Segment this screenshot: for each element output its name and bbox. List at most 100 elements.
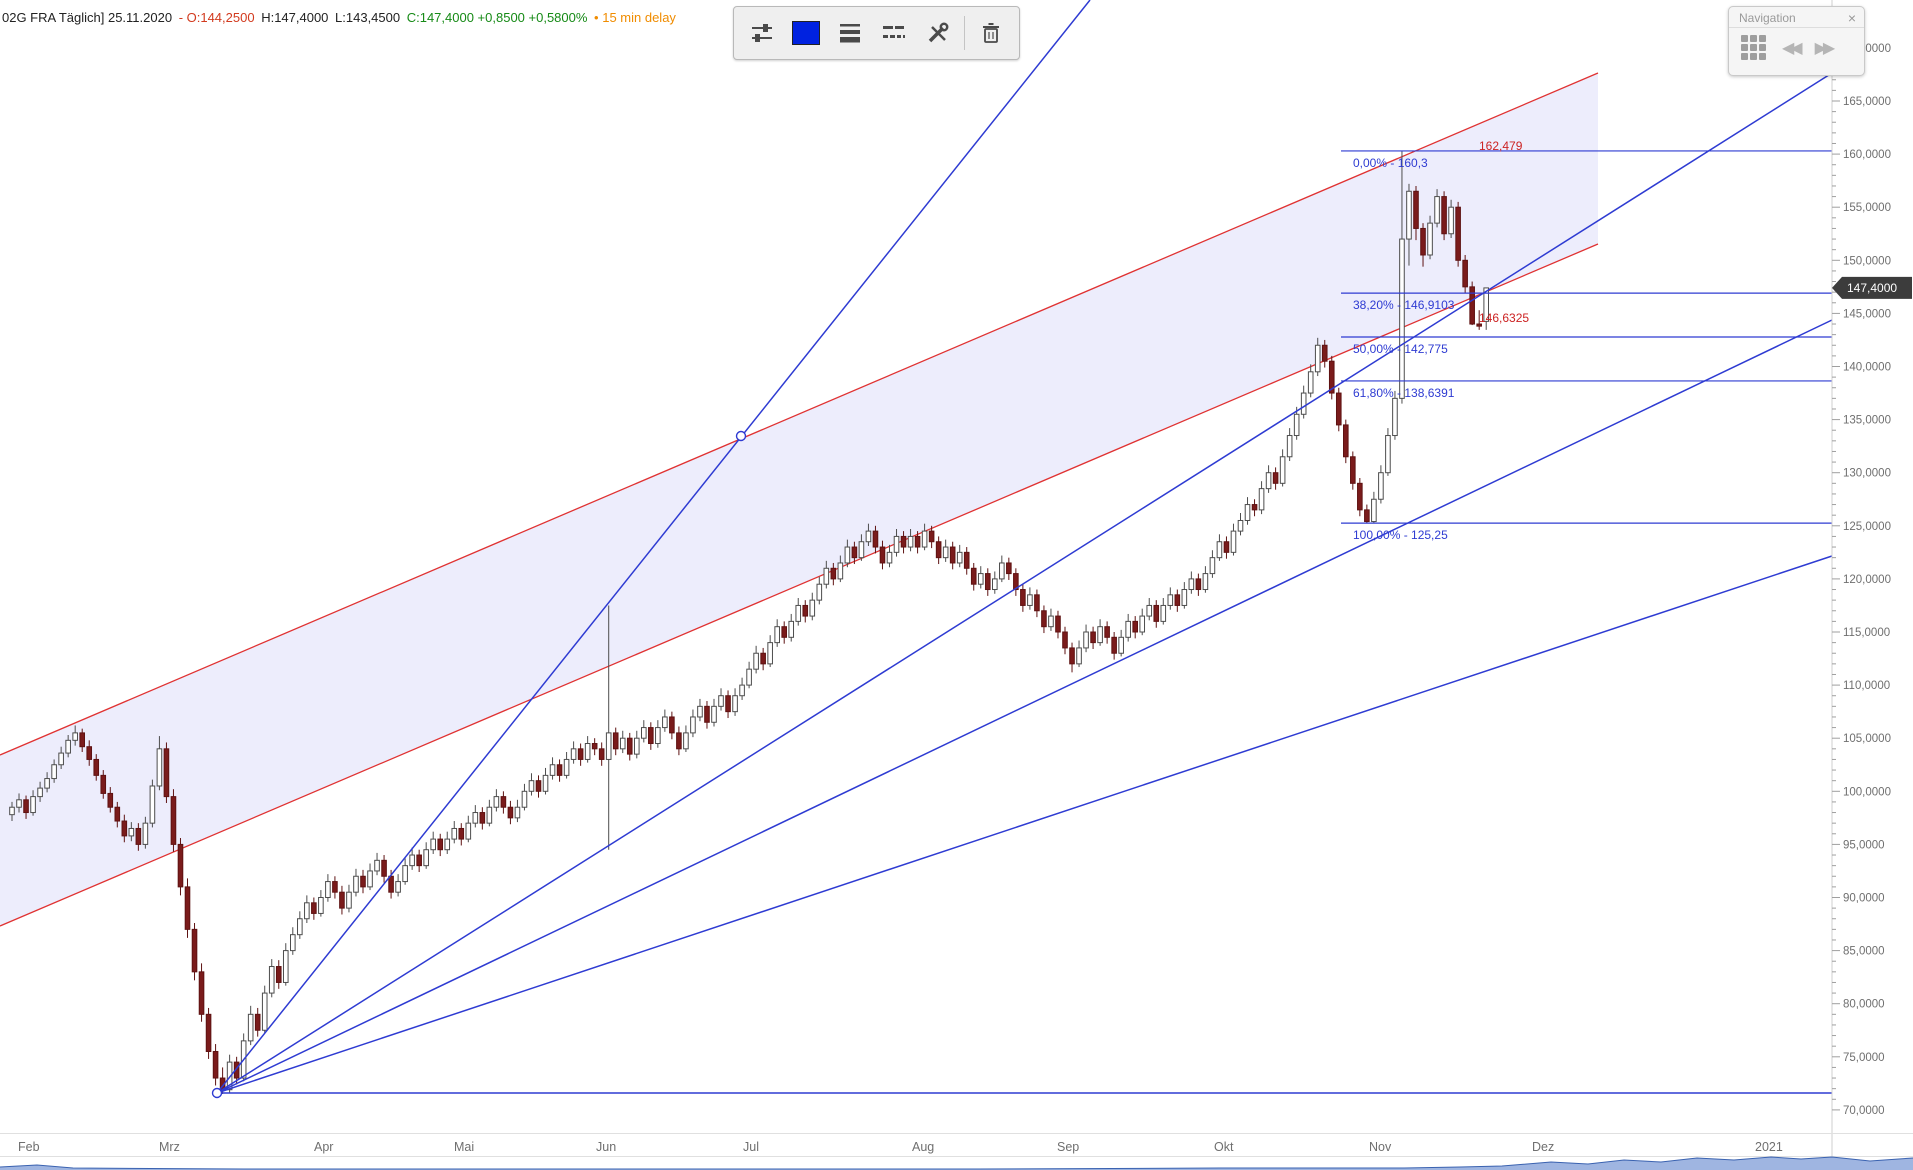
- candle-body: [198, 971, 205, 1015]
- candle-body: [1378, 472, 1384, 500]
- candle-body: [1181, 589, 1188, 606]
- candle-body: [809, 599, 816, 617]
- line-width-icon: [840, 24, 860, 43]
- candle-body: [1321, 344, 1328, 362]
- rewind-button[interactable]: ◀◀: [1782, 39, 1803, 57]
- candle-body: [977, 573, 984, 585]
- candle-body: [872, 530, 879, 548]
- candle-body: [212, 1050, 219, 1079]
- time-axis-label: Apr: [314, 1140, 333, 1154]
- candle-body: [1118, 636, 1124, 654]
- candle-body: [655, 727, 661, 745]
- price-axis[interactable]: 70,0000 75,0000 80,0000 85,0000 90,0000 95,00…: [1832, 43, 1891, 1117]
- candle-body: [1230, 530, 1237, 553]
- overview-line: [0, 1156, 1913, 1170]
- tools-button[interactable]: [916, 12, 960, 54]
- candle-body: [914, 535, 921, 548]
- candle-body: [100, 774, 107, 794]
- gann-fan-line[interactable]: [216, 319, 1833, 1094]
- gann-fan-line[interactable]: [216, 0, 1091, 1094]
- axis-label: 85,0000: [1843, 946, 1885, 958]
- close-icon[interactable]: ×: [1847, 10, 1856, 26]
- delete-drawing-button[interactable]: [969, 12, 1013, 54]
- candle-body: [1413, 190, 1419, 229]
- candle-body: [374, 859, 380, 872]
- candle-body: [542, 774, 549, 792]
- time-axis-label: Mrz: [159, 1140, 180, 1154]
- axis-label: 105,0000: [1843, 733, 1891, 745]
- candle-body: [942, 546, 949, 559]
- candle-body: [760, 652, 766, 665]
- candle-body: [1188, 578, 1195, 591]
- candle-body: [1350, 456, 1356, 484]
- color-picker-button[interactable]: [784, 12, 828, 54]
- line-style-icon: [883, 26, 905, 38]
- info-segment: 02G FRA Täglich] 25.11.2020: [2, 10, 176, 25]
- candle-body: [1385, 435, 1391, 474]
- candle-body: [1027, 594, 1033, 606]
- time-axis-label: Jul: [743, 1140, 759, 1154]
- candle-body: [970, 567, 977, 585]
- drawing-handle[interactable]: [211, 1087, 223, 1099]
- candle-body: [205, 1013, 212, 1052]
- candle-body: [388, 875, 394, 893]
- overview-area[interactable]: [0, 1157, 1913, 1170]
- axis-label: 70,0000: [1843, 1105, 1885, 1117]
- gann-fan-line[interactable]: [216, 555, 1833, 1094]
- candle-body: [563, 758, 570, 776]
- candle-body: [226, 1061, 233, 1091]
- grid-view-icon[interactable]: [1741, 35, 1766, 60]
- candle-body: [1062, 631, 1068, 649]
- candle-body: [1034, 594, 1040, 612]
- candle-body: [1244, 504, 1251, 521]
- candle-body: [521, 790, 528, 808]
- candle-body: [949, 546, 956, 564]
- info-segment: H:147,4000: [261, 10, 333, 25]
- time-axis-label: Nov: [1369, 1140, 1392, 1154]
- axis-label: 125,0000: [1843, 521, 1891, 533]
- candle-body: [1237, 519, 1244, 532]
- candle-body: [753, 652, 759, 670]
- candle-body: [247, 1013, 254, 1042]
- axis-label: 120,0000: [1843, 574, 1891, 586]
- gann-fan-line[interactable]: [216, 72, 1833, 1094]
- candle-body: [9, 806, 15, 816]
- candle-body: [1272, 472, 1279, 484]
- time-axis-label: Aug: [912, 1140, 934, 1154]
- candle-body: [346, 891, 352, 909]
- candle-body: [830, 567, 837, 580]
- candle-body: [170, 796, 177, 845]
- forward-button[interactable]: ▶▶: [1814, 39, 1836, 57]
- candle-body: [1427, 222, 1433, 256]
- candle-body: [633, 737, 640, 755]
- drawing-handle[interactable]: [735, 430, 747, 442]
- candle-body: [1041, 610, 1047, 628]
- info-segment: • 15 min delay: [594, 10, 676, 25]
- candle-body: [367, 870, 373, 888]
- candle-body: [177, 843, 184, 888]
- time-axis[interactable]: Feb Mrz Apr Mai Jun Jul Aug Sep Okt Nov Dez 2021: [18, 1140, 1783, 1154]
- candle-body: [893, 535, 900, 553]
- candle-body: [1476, 323, 1482, 327]
- time-axis-label: Feb: [18, 1140, 40, 1154]
- current-price-tag-label: 147,4000: [1847, 281, 1897, 295]
- line-style-button[interactable]: [872, 12, 916, 54]
- candle-body: [1132, 620, 1139, 633]
- candle-body: [360, 875, 366, 888]
- candle-body: [1083, 631, 1089, 649]
- color-picker-swatch: [792, 21, 820, 45]
- trend-channel-top-line[interactable]: [0, 72, 1599, 756]
- indicator-settings-button[interactable]: [740, 12, 784, 54]
- fibonacci-level-label: 38,20% - 146,9103: [1353, 298, 1455, 312]
- navigation-panel-header[interactable]: Navigation ×: [1729, 7, 1864, 28]
- axis-label: 130,0000: [1843, 468, 1891, 480]
- candle-body: [1462, 259, 1468, 288]
- candle-body: [93, 758, 100, 776]
- candle-body: [1090, 631, 1096, 644]
- candle-body: [318, 897, 324, 914]
- info-segment: - O:144,2500: [178, 10, 259, 25]
- candle-body: [1279, 456, 1286, 484]
- line-width-button[interactable]: [828, 12, 872, 54]
- price-annotation-label: 162,479: [1479, 139, 1523, 153]
- candle-body: [1167, 594, 1174, 606]
